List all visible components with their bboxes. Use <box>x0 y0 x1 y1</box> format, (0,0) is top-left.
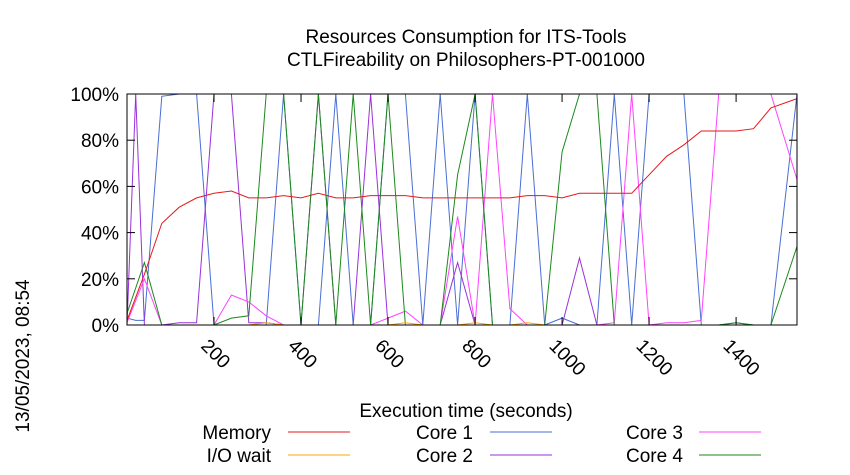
y-tick-label: 80% <box>81 131 119 152</box>
legend-label-memory: Memory <box>202 423 271 444</box>
legend-label-core2: Core 2 <box>416 446 473 467</box>
x-tick-label: 200 <box>196 336 233 373</box>
x-tick-label: 1000 <box>545 336 590 381</box>
legend-label-core1: Core 1 <box>416 423 473 444</box>
x-axis-label: Execution time (seconds) <box>359 401 572 422</box>
legend-label-core3: Core 3 <box>626 423 683 444</box>
y-tick-label: 100% <box>70 85 119 106</box>
x-tick-label: 600 <box>371 336 408 373</box>
series-line-core2 <box>126 93 797 326</box>
y-tick-label: 60% <box>81 177 119 198</box>
y-tick-label: 40% <box>81 224 119 245</box>
series-layer <box>126 93 798 326</box>
y-axis: 0% 20% 40% 60% 80% 100% <box>70 85 797 337</box>
plot-area: 0% 20% 40% 60% 80% 100% 200 400 600 800 1000 1200 1… <box>70 85 798 380</box>
series-line-core4 <box>126 93 798 326</box>
timestamp-label: 13/05/2023, 08:54 <box>13 279 34 433</box>
series-line-core1 <box>126 93 798 326</box>
x-axis: 200 400 600 800 1000 1200 1400 <box>196 94 763 380</box>
plot-frame <box>126 93 798 326</box>
y-tick-label: 0% <box>92 316 120 337</box>
series-line-core3 <box>126 93 798 326</box>
series-line-memory <box>126 98 798 321</box>
x-tick-label: 1200 <box>632 336 677 381</box>
x-tick-label: 400 <box>283 336 320 373</box>
y-tick-label: 20% <box>81 270 119 291</box>
chart-subtitle: CTLFireability on Philosophers-PT-001000 <box>287 50 645 71</box>
legend-label-io-wait: I/O wait <box>207 446 272 467</box>
x-tick-label: 1400 <box>719 336 764 381</box>
chart-title: Resources Consumption for ITS-Tools <box>305 27 626 48</box>
legend-label-core4: Core 4 <box>626 446 683 467</box>
x-tick-label: 800 <box>458 336 495 373</box>
